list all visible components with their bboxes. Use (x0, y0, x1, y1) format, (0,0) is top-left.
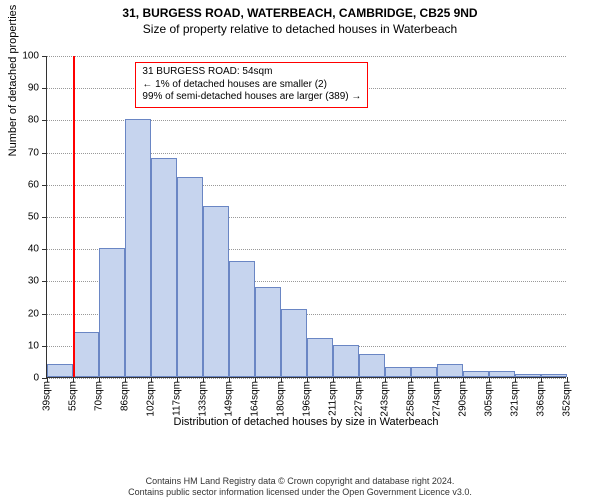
ytick-label: 90 (28, 83, 39, 94)
ytick (42, 153, 47, 154)
ytick-label: 20 (28, 308, 39, 319)
xtick-label: 149sqm (224, 381, 235, 417)
xtick-label: 305sqm (484, 381, 495, 417)
xtick-label: 274sqm (432, 381, 443, 417)
xtick-label: 227sqm (354, 381, 365, 417)
xtick-label: 196sqm (302, 381, 313, 417)
xtick-label: 321sqm (510, 381, 521, 417)
annotation-box: 31 BURGESS ROAD: 54sqm← 1% of detached h… (135, 62, 368, 108)
histogram-bar (203, 206, 229, 377)
histogram-bar (333, 345, 359, 377)
xtick-label: 258sqm (406, 381, 417, 417)
ytick (42, 88, 47, 89)
xtick-label: 102sqm (146, 381, 157, 417)
ytick-label: 50 (28, 212, 39, 223)
annotation-line: 31 BURGESS ROAD: 54sqm (142, 66, 361, 79)
gridline-h (47, 56, 566, 57)
xtick-label: 117sqm (172, 381, 183, 416)
annotation-line: 99% of semi-detached houses are larger (… (142, 91, 361, 104)
footer-line-1: Contains HM Land Registry data © Crown c… (0, 476, 600, 487)
histogram-bar (541, 374, 567, 377)
annotation-line: ← 1% of detached houses are smaller (2) (142, 79, 361, 92)
chart: Number of detached properties 0102030405… (46, 56, 566, 416)
xtick-label: 243sqm (380, 381, 391, 417)
xtick-label: 164sqm (250, 381, 261, 417)
ytick (42, 56, 47, 57)
highlight-line (73, 56, 75, 377)
histogram-bar (463, 371, 489, 377)
title-line-1: 31, BURGESS ROAD, WATERBEACH, CAMBRIDGE,… (0, 6, 600, 20)
ytick (42, 185, 47, 186)
ytick (42, 120, 47, 121)
xtick-label: 55sqm (68, 381, 79, 411)
histogram-bar (125, 119, 151, 377)
xtick-label: 180sqm (276, 381, 287, 417)
xtick-label: 290sqm (458, 381, 469, 417)
histogram-bar (281, 309, 307, 377)
footer: Contains HM Land Registry data © Crown c… (0, 476, 600, 498)
xtick-label: 336sqm (536, 381, 547, 417)
ytick (42, 217, 47, 218)
footer-line-2: Contains public sector information licen… (0, 487, 600, 498)
xtick-label: 70sqm (94, 381, 105, 411)
ytick-label: 60 (28, 179, 39, 190)
ytick-label: 80 (28, 115, 39, 126)
histogram-bar (385, 367, 411, 377)
histogram-bar (307, 338, 333, 377)
plot-area: Number of detached properties 0102030405… (46, 56, 566, 378)
xtick-label: 133sqm (198, 381, 209, 417)
histogram-bar (73, 332, 99, 377)
title-block: 31, BURGESS ROAD, WATERBEACH, CAMBRIDGE,… (0, 0, 600, 36)
ytick-label: 0 (33, 373, 39, 384)
histogram-bar (411, 367, 437, 377)
xtick-label: 39sqm (42, 381, 53, 411)
histogram-bar (437, 364, 463, 377)
histogram-bar (515, 374, 541, 377)
ytick (42, 249, 47, 250)
xtick-label: 352sqm (562, 381, 573, 417)
histogram-bar (489, 371, 515, 377)
xtick-label: 86sqm (120, 381, 131, 411)
histogram-bar (151, 158, 177, 377)
x-axis-label: Distribution of detached houses by size … (46, 416, 566, 420)
ytick-label: 100 (22, 51, 39, 62)
ytick (42, 281, 47, 282)
title-line-2: Size of property relative to detached ho… (0, 22, 600, 36)
ytick (42, 314, 47, 315)
ytick-label: 10 (28, 340, 39, 351)
y-axis-label: Number of detached properties (7, 4, 19, 156)
xtick-label: 211sqm (328, 381, 339, 416)
histogram-bar (99, 248, 125, 377)
histogram-bar (229, 261, 255, 377)
ytick (42, 346, 47, 347)
histogram-bar (359, 354, 385, 377)
histogram-bar (177, 177, 203, 377)
ytick-label: 70 (28, 147, 39, 158)
histogram-bar (255, 287, 281, 377)
ytick-label: 30 (28, 276, 39, 287)
histogram-bar (47, 364, 73, 377)
ytick-label: 40 (28, 244, 39, 255)
